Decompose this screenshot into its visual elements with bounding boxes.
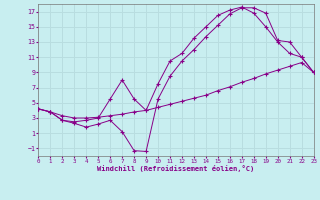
X-axis label: Windchill (Refroidissement éolien,°C): Windchill (Refroidissement éolien,°C) — [97, 165, 255, 172]
